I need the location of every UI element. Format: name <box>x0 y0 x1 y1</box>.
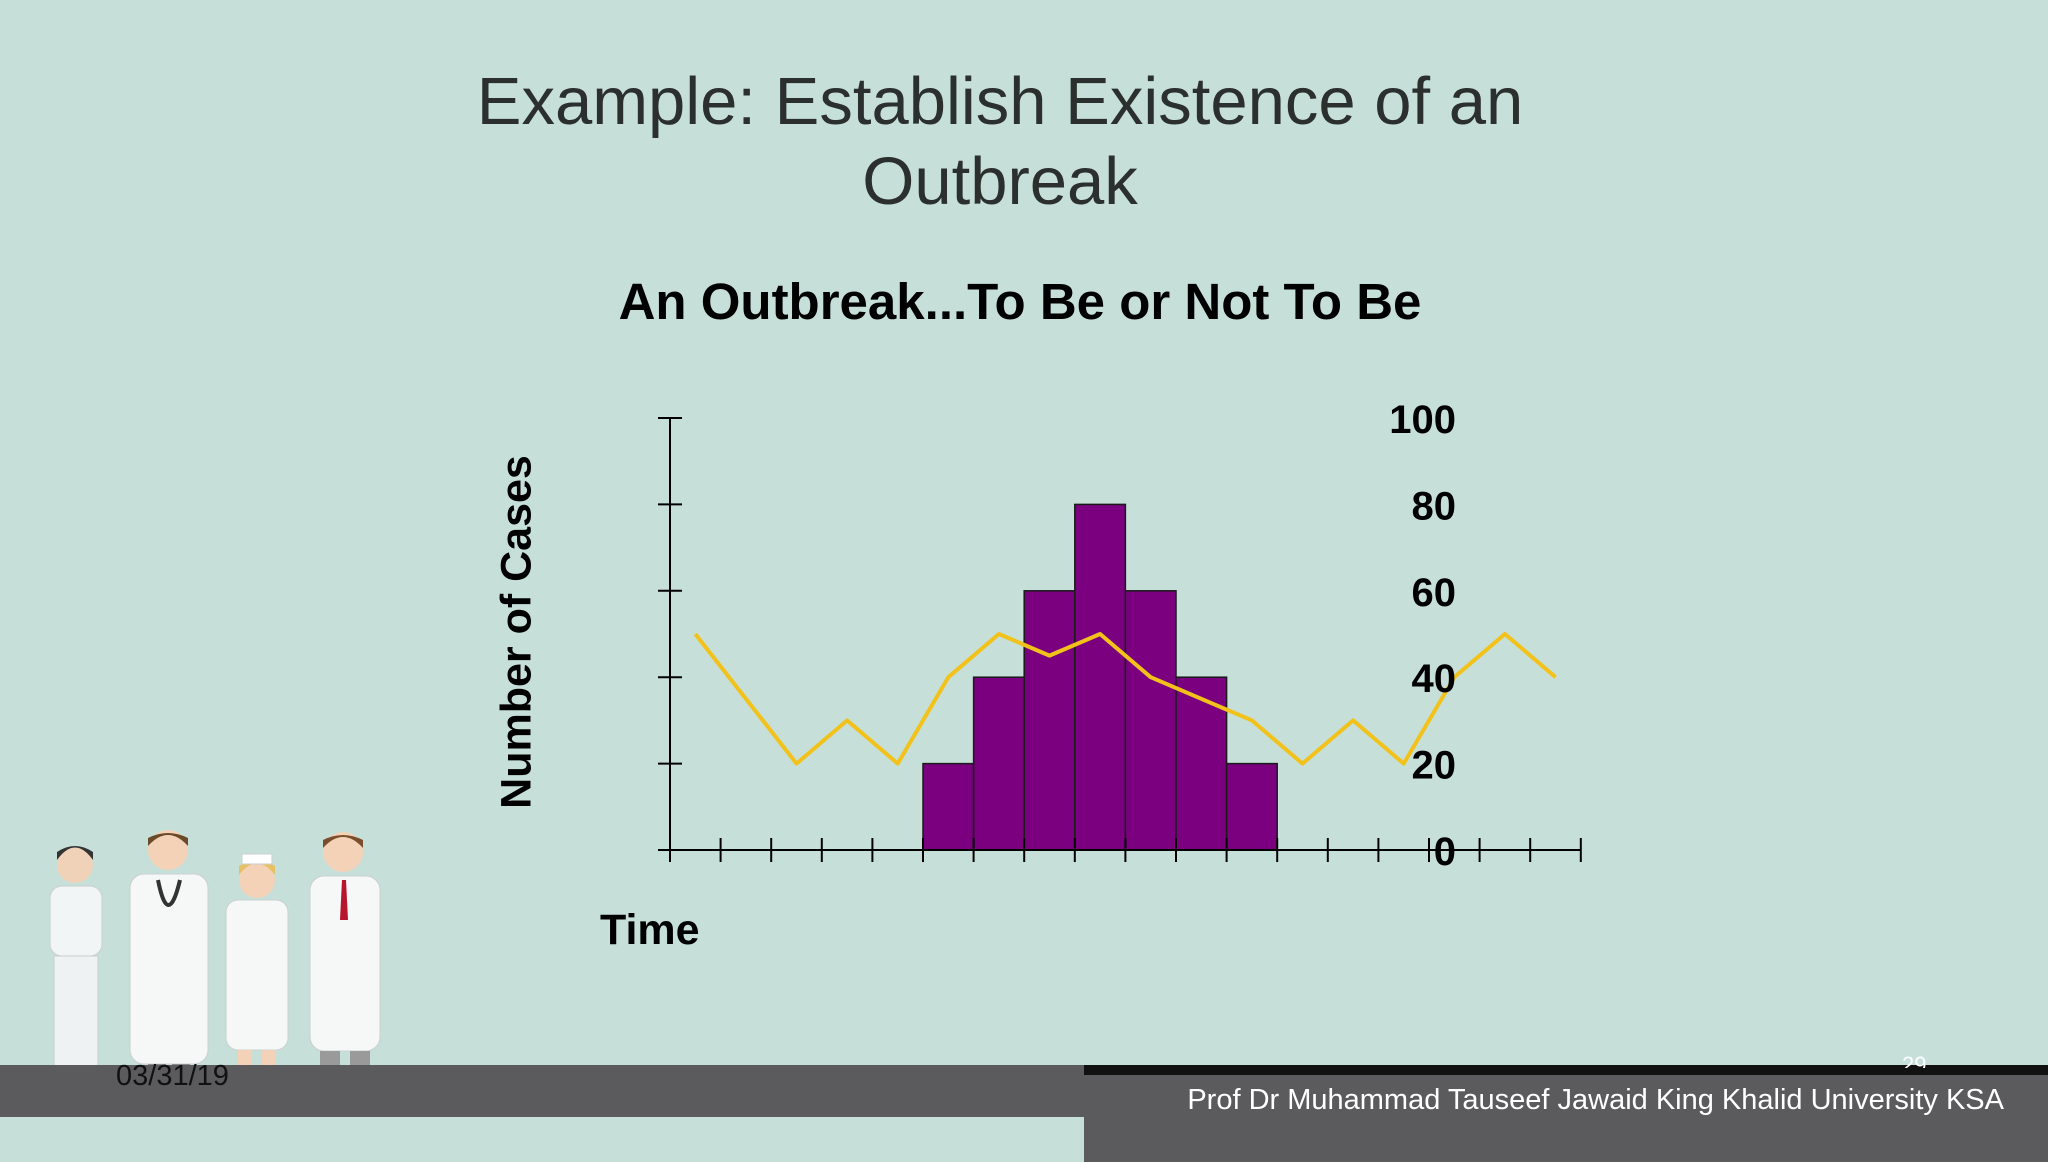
y-tick-label-100: 100 <box>1389 398 1456 442</box>
slide-title-line-2: Outbreak <box>862 144 1138 219</box>
footer-left-bar <box>0 1065 1084 1117</box>
slide-title: Example: Establish Existence of an Outbr… <box>300 62 1700 222</box>
y-tick-label-80: 80 <box>1412 484 1457 528</box>
staff-member-1 <box>49 846 103 1097</box>
bar-3 <box>1023 590 1076 851</box>
baseline-series-line <box>693 632 1557 766</box>
x-axis-label: Time <box>600 906 700 954</box>
bar-2 <box>972 676 1025 851</box>
footer-date: 03/31/19 <box>116 1060 229 1092</box>
bar-5 <box>1124 590 1177 851</box>
bar-4 <box>1074 503 1127 851</box>
page-number: 29 <box>1902 1052 1927 1068</box>
y-tick-label-60: 60 <box>1412 571 1457 615</box>
staff-member-3 <box>225 853 289 1100</box>
footer-right-bar <box>1084 1065 2048 1162</box>
y-tick-label-40: 40 <box>1412 657 1457 701</box>
y-tick-label-0: 0 <box>1434 830 1456 874</box>
bar-6 <box>1175 676 1228 851</box>
y-tick-label-20: 20 <box>1412 744 1457 788</box>
staff-member-4 <box>309 832 381 1103</box>
bar-1 <box>922 762 975 851</box>
footer-credit: Prof Dr Muhammad Tauseef Jawaid King Kha… <box>1187 1084 2004 1116</box>
bar-7 <box>1225 762 1278 851</box>
chart-title: An Outbreak...To Be or Not To Be <box>618 273 1422 330</box>
slide-title-line-1: Example: Establish Existence of an <box>476 64 1524 139</box>
